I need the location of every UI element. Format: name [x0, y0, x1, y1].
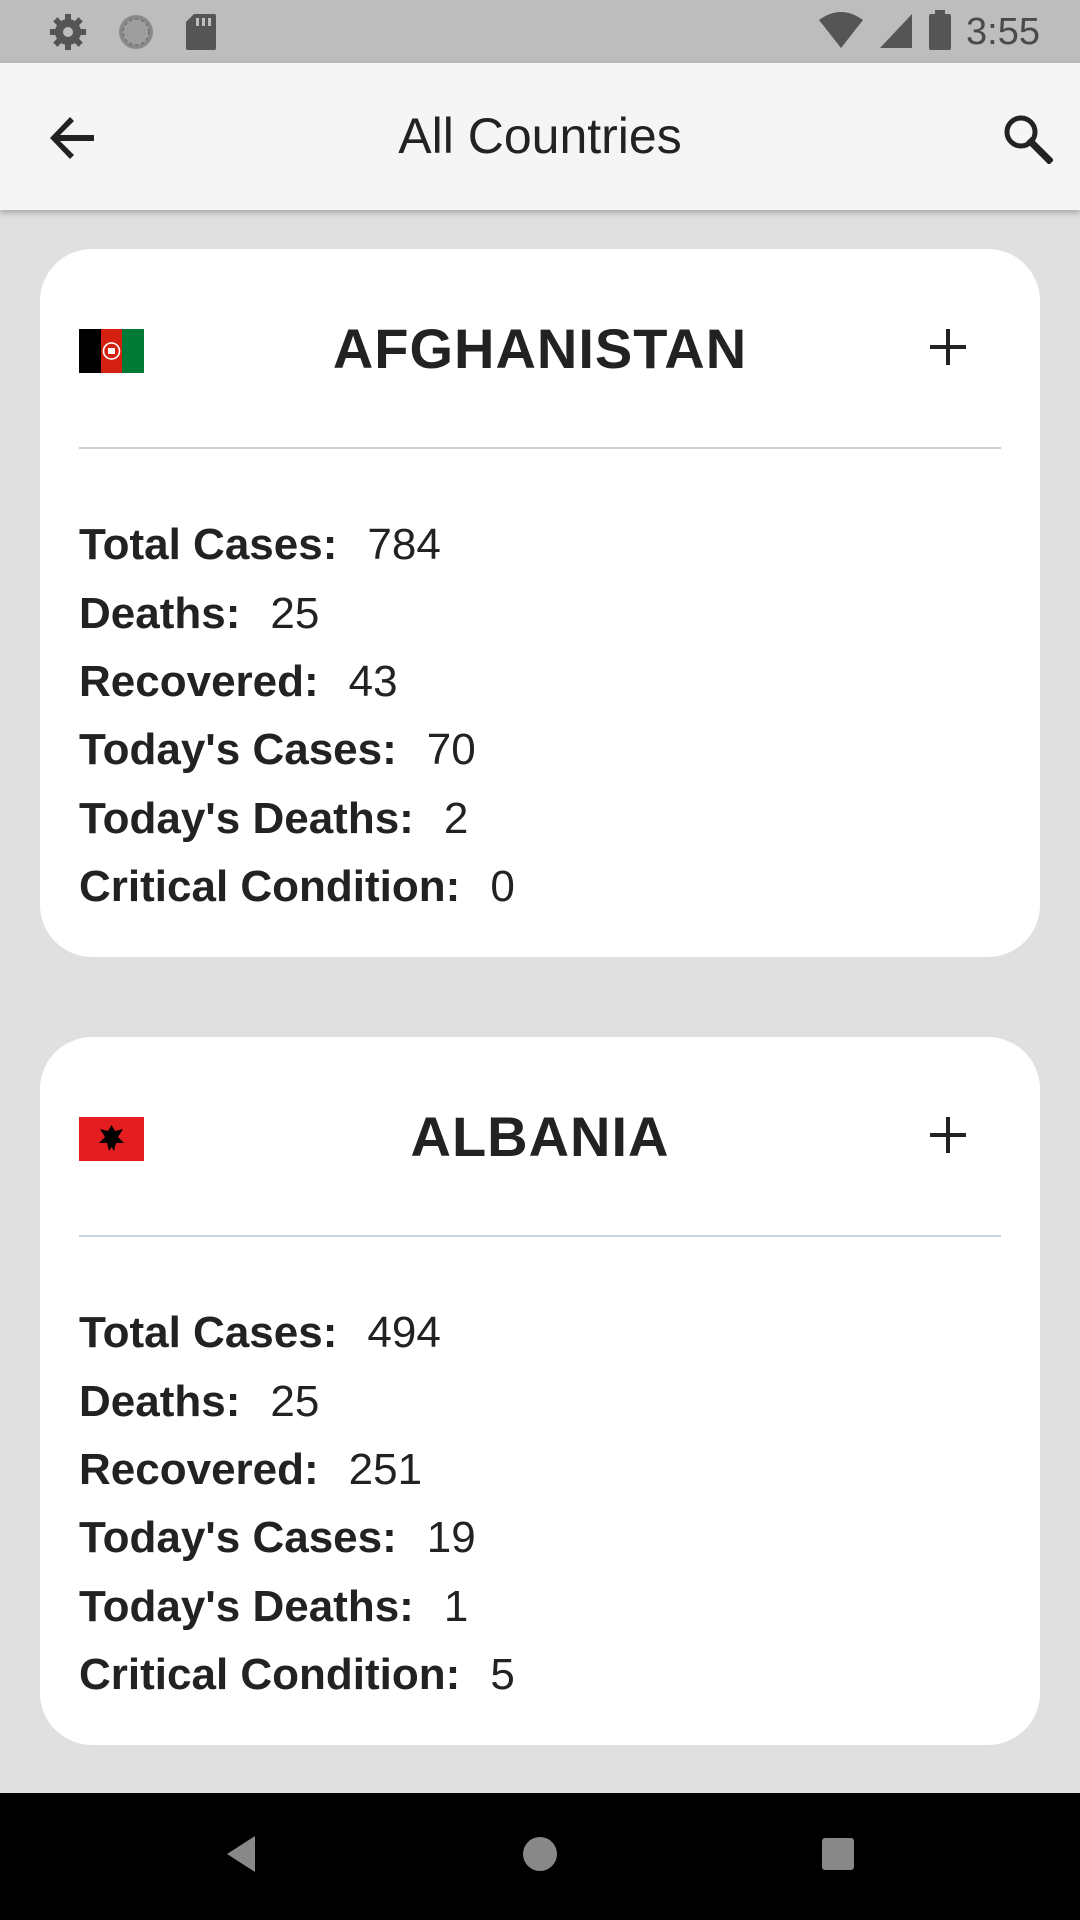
stat-label: Recovered:	[79, 656, 319, 706]
status-icons-left	[48, 12, 218, 57]
stat-deaths: Deaths: 25	[79, 1367, 515, 1435]
stat-label: Deaths:	[79, 588, 241, 638]
stat-total-cases: Total Cases: 784	[79, 511, 515, 579]
expand-button[interactable]	[910, 1099, 986, 1175]
country-list[interactable]: AFGHANISTAN Total Cases: 784 Deaths: 25	[0, 210, 1080, 1793]
expand-button[interactable]	[910, 311, 986, 387]
nav-recents-button[interactable]	[803, 1821, 873, 1891]
stat-value: 25	[270, 588, 320, 638]
app-bar: All Countries	[0, 63, 1080, 210]
stat-label: Critical Condition:	[79, 862, 461, 912]
search-button[interactable]	[992, 105, 1062, 175]
card-header: AFGHANISTAN	[40, 249, 1040, 449]
battery-icon	[928, 9, 952, 56]
status-bar: 3:55	[0, 0, 1080, 63]
stat-total-cases: Total Cases: 494	[79, 1299, 515, 1367]
country-name: AFGHANISTAN	[332, 317, 748, 380]
country-name: ALBANIA	[410, 1105, 670, 1168]
stat-value: 25	[270, 1376, 320, 1426]
page-title: All Countries	[398, 108, 682, 164]
stat-label: Today's Cases:	[79, 725, 397, 775]
status-time: 3:55	[966, 11, 1040, 53]
nav-back-icon	[221, 1832, 261, 1881]
stat-value: 0	[490, 862, 515, 912]
stat-label: Critical Condition:	[79, 1650, 461, 1700]
nav-home-button[interactable]	[505, 1821, 575, 1891]
stat-value: 5	[490, 1650, 515, 1700]
stats-list: Total Cases: 494 Deaths: 25 Recovered: 2…	[79, 1299, 515, 1709]
stat-todays-deaths: Today's Deaths: 2	[79, 785, 515, 853]
stat-label: Recovered:	[79, 1444, 319, 1494]
stat-todays-cases: Today's Cases: 70	[79, 716, 515, 784]
stat-label: Today's Cases:	[79, 1513, 397, 1563]
status-icons-right: 3:55	[818, 8, 1040, 56]
wifi-icon	[818, 10, 864, 55]
stat-label: Deaths:	[79, 1376, 241, 1426]
stat-critical-condition: Critical Condition: 0	[79, 853, 515, 921]
stat-value: 43	[348, 656, 398, 706]
card-header: ALBANIA	[40, 1037, 1040, 1237]
albania-flag-icon	[79, 1117, 144, 1161]
back-button[interactable]	[38, 105, 108, 175]
afghanistan-flag-icon	[79, 329, 144, 373]
stat-label: Today's Deaths:	[79, 1581, 414, 1631]
stat-deaths: Deaths: 25	[79, 579, 515, 647]
circle-sync-icon	[116, 12, 156, 57]
stat-label: Today's Deaths:	[79, 793, 414, 843]
stat-value: 19	[426, 1513, 476, 1563]
stat-value: 494	[367, 1308, 441, 1358]
arrow-back-icon	[48, 113, 98, 168]
search-icon	[1001, 112, 1054, 169]
divider	[79, 447, 1001, 449]
stat-critical-condition: Critical Condition: 5	[79, 1641, 515, 1709]
nav-back-button[interactable]	[206, 1821, 276, 1891]
stat-value: 70	[426, 725, 476, 775]
stat-todays-cases: Today's Cases: 19	[79, 1504, 515, 1572]
divider	[79, 1235, 1001, 1237]
gear-icon	[48, 12, 88, 57]
nav-home-icon	[520, 1834, 560, 1879]
plus-icon	[928, 1115, 968, 1160]
navigation-bar	[0, 1793, 1080, 1920]
stats-list: Total Cases: 784 Deaths: 25 Recovered: 4…	[79, 511, 515, 921]
sd-card-icon	[184, 12, 218, 57]
stat-label: Total Cases:	[79, 520, 338, 570]
stat-recovered: Recovered: 43	[79, 648, 515, 716]
stat-value: 784	[367, 520, 441, 570]
stat-label: Total Cases:	[79, 1308, 338, 1358]
stat-value: 2	[443, 793, 469, 843]
stat-todays-deaths: Today's Deaths: 1	[79, 1573, 515, 1641]
plus-icon	[928, 327, 968, 372]
nav-recents-icon	[820, 1836, 856, 1877]
stat-value: 251	[348, 1444, 423, 1494]
stat-value: 1	[443, 1581, 469, 1631]
country-card: AFGHANISTAN Total Cases: 784 Deaths: 25	[40, 249, 1040, 957]
stat-recovered: Recovered: 251	[79, 1436, 515, 1504]
country-card: ALBANIA Total Cases: 494 Deaths: 25	[40, 1037, 1040, 1745]
signal-icon	[878, 10, 914, 55]
